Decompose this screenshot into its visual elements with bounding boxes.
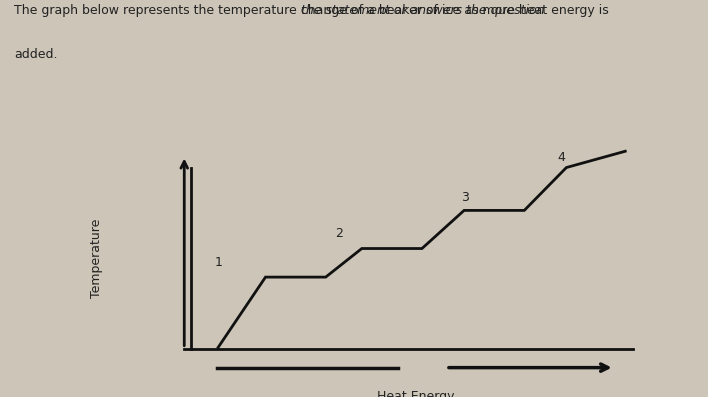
Text: added.: added. [14,48,57,61]
Text: 1: 1 [215,256,222,269]
Text: 3: 3 [461,191,469,204]
Text: The graph below represents the temperature change of a beaker of ice as more hea: The graph below represents the temperatu… [14,4,609,17]
Text: 2: 2 [335,227,343,240]
Text: Heat Energy: Heat Energy [377,390,455,397]
Text: 4: 4 [557,151,565,164]
Text: Temperature: Temperature [91,218,103,298]
Text: the statement or answers the question.: the statement or answers the question. [301,4,549,17]
